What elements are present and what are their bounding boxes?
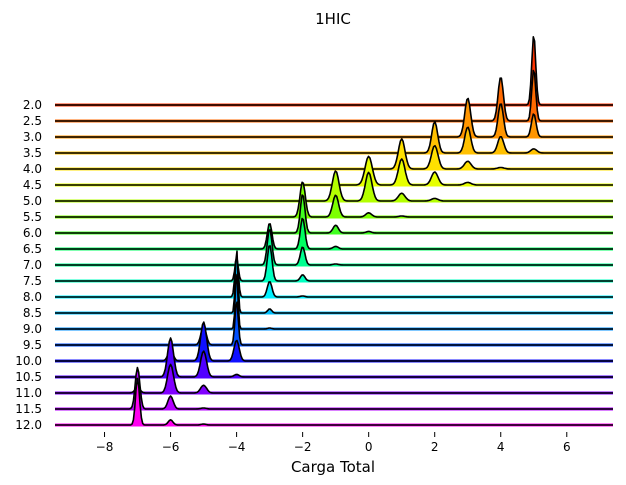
y-tick-label: 6.5 <box>23 242 42 256</box>
ridge-fill <box>55 274 613 329</box>
x-tick-label: −6 <box>162 440 180 454</box>
ridge-fill <box>55 98 613 137</box>
ridge-outline <box>55 250 613 314</box>
y-tick-label: 5.0 <box>23 194 42 208</box>
ridge-5.5 <box>55 181 613 219</box>
ridge-outline <box>55 337 613 378</box>
x-tick-label: 4 <box>497 440 505 454</box>
ridge-9.5 <box>55 301 613 347</box>
ridge-6.0 <box>55 194 613 235</box>
y-tick-label: 4.0 <box>23 162 42 176</box>
y-tick-labels: 2.0 2.5 3.0 3.5 4.0 4.5 5.0 5.5 6.0 6.5 7.0 7.5 8.0 8… <box>15 98 42 432</box>
y-tick-label: 8.0 <box>23 290 42 304</box>
ridge-12.0 <box>55 377 613 427</box>
ridge-fill <box>55 302 613 345</box>
x-tick-label: −2 <box>294 440 312 454</box>
ridge-outline <box>55 273 613 330</box>
ridge-8.0 <box>55 255 613 299</box>
x-tick-label: 0 <box>365 440 373 454</box>
ridge-outline <box>55 366 613 410</box>
y-tick-label: 2.0 <box>23 98 42 112</box>
x-tick-label: −8 <box>96 440 114 454</box>
ridge-11.0 <box>55 363 613 395</box>
ridge-2.0 <box>55 36 613 107</box>
ridge-9.0 <box>55 273 613 331</box>
ridge-7.0 <box>55 229 613 267</box>
y-tick-label: 7.0 <box>23 258 42 272</box>
ridge-fill <box>55 171 613 201</box>
y-tick-label: 12.0 <box>15 418 42 432</box>
ridge-7.5 <box>55 245 613 283</box>
y-tick-label: 9.0 <box>23 322 42 336</box>
y-tick-label: 3.0 <box>23 130 42 144</box>
ridge-outline <box>55 363 613 394</box>
chart-title: 1HIC <box>315 10 351 28</box>
x-tick-label: 6 <box>563 440 571 454</box>
ridge-10.0 <box>55 321 613 363</box>
ridge-outline <box>55 217 613 250</box>
ridge-outline <box>55 321 613 362</box>
y-tick-label: 9.5 <box>23 338 42 352</box>
x-axis-label: Carga Total <box>291 458 375 476</box>
ridge-fill <box>55 256 613 297</box>
y-tick-label: 11.5 <box>15 402 42 416</box>
ridge-11.5 <box>55 366 613 411</box>
y-tick-label: 11.0 <box>15 386 42 400</box>
ridge-outline <box>55 170 613 202</box>
x-axis: −8 −6 −4 −2 0 2 4 6 <box>96 432 571 454</box>
ridge-outline <box>55 121 613 154</box>
ridge-fill <box>55 70 613 121</box>
y-tick-label: 10.0 <box>15 354 42 368</box>
x-tick-label: 2 <box>431 440 439 454</box>
ridge-outline <box>55 377 613 426</box>
y-tick-label: 7.5 <box>23 274 42 288</box>
ridge-outline <box>55 36 613 106</box>
ridges-group <box>55 36 613 427</box>
ridge-8.5 <box>55 250 613 315</box>
ridge-outline <box>55 138 613 170</box>
ridge-2.5 <box>55 69 613 123</box>
ridge-outline <box>55 255 613 298</box>
ridge-outline <box>55 69 613 122</box>
y-tick-label: 2.5 <box>23 114 42 128</box>
ridge-outline <box>55 245 613 282</box>
ridge-3.0 <box>55 97 613 139</box>
ridge-outline <box>55 181 613 218</box>
ridge-outline <box>55 97 613 138</box>
y-tick-label: 10.5 <box>15 370 42 384</box>
ridge-6.5 <box>55 217 613 251</box>
ridge-outline <box>55 229 613 266</box>
x-tick-label: −4 <box>228 440 246 454</box>
ridge-outline <box>55 301 613 346</box>
ridge-3.5 <box>55 121 613 155</box>
y-tick-label: 4.5 <box>23 178 42 192</box>
ridge-outline <box>55 194 613 234</box>
y-tick-label: 8.5 <box>23 306 42 320</box>
ridge-4.0 <box>55 138 613 171</box>
y-tick-label: 6.0 <box>23 226 42 240</box>
ridge-10.5 <box>55 337 613 379</box>
y-tick-label: 3.5 <box>23 146 42 160</box>
y-tick-label: 5.5 <box>23 210 42 224</box>
